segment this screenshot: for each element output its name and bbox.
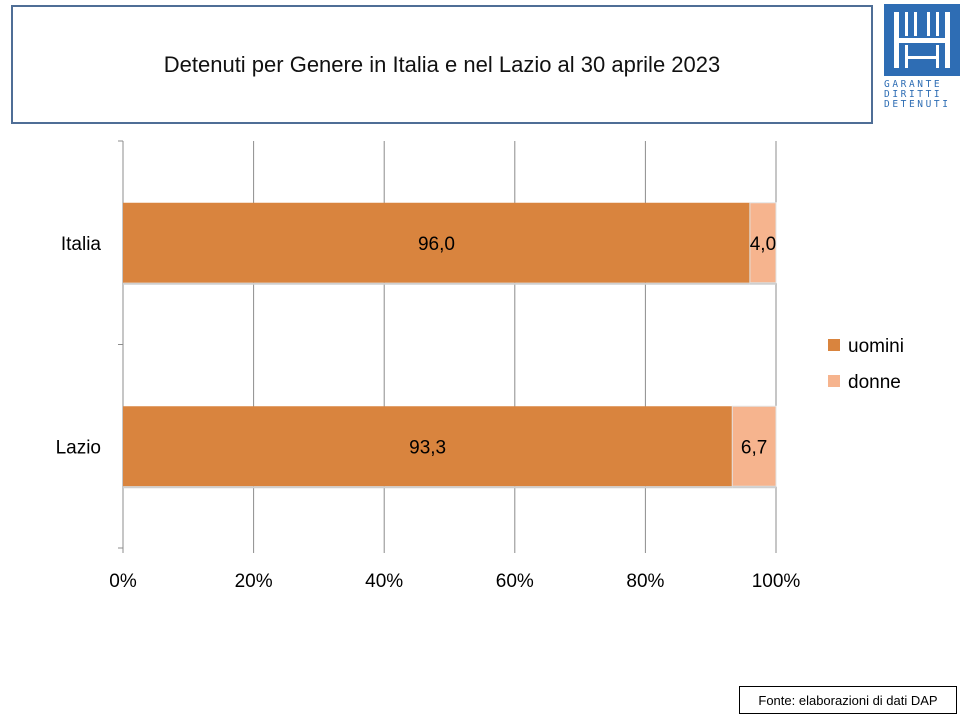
data-label: 4,0 <box>750 234 776 255</box>
legend-swatch-uomini <box>828 339 840 351</box>
garante-logo-text: GARANTE DIRITTI DETENUTI <box>884 80 960 110</box>
category-label: Italia <box>61 234 102 255</box>
garante-logo: GARANTE DIRITTI DETENUTI <box>884 4 960 110</box>
x-tick-label: 40% <box>365 571 403 590</box>
chart-title: Detenuti per Genere in Italia e nel Lazi… <box>163 51 721 77</box>
bar-segment-uomini <box>123 406 733 487</box>
legend-swatch-donne <box>828 375 840 387</box>
data-label: 6,7 <box>741 437 767 458</box>
garante-logo-mark <box>884 4 960 76</box>
data-label: 96,0 <box>418 234 455 255</box>
x-tick-label: 100% <box>752 571 801 590</box>
x-tick-label: 20% <box>235 571 273 590</box>
bar-segment-donne <box>749 202 777 284</box>
category-label: Lazio <box>56 437 101 458</box>
logo-line: DETENUTI <box>884 99 951 110</box>
data-label: 93,3 <box>409 437 446 458</box>
x-tick-label: 60% <box>496 571 534 590</box>
source-note: Fonte: elaborazioni di dati DAP <box>739 686 957 714</box>
logo-line: DIRITTI <box>884 89 943 100</box>
chart-title-box: Detenuti per Genere in Italia e nel Lazi… <box>11 5 873 124</box>
legend-label: uomini <box>848 336 904 357</box>
logo-line: GARANTE <box>884 79 943 90</box>
x-tick-label: 80% <box>626 571 664 590</box>
x-tick-label: 0% <box>109 571 137 590</box>
bar-segment-uomini <box>123 202 750 283</box>
stacked-bar-chart: 0% 20% 40% 60% 80% 100% Italia 96,0 4,0 Lazio 93,3… <box>56 140 904 590</box>
legend-label: donne <box>848 372 901 393</box>
